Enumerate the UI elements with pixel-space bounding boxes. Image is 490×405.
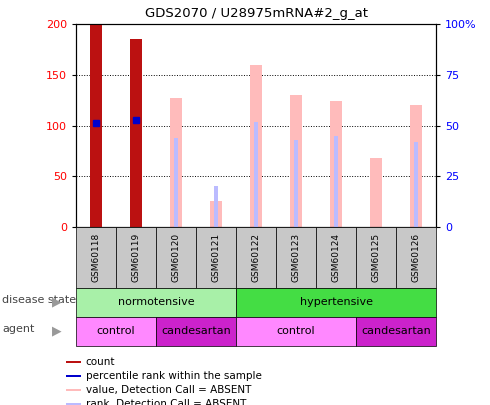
Text: GSM60121: GSM60121	[212, 232, 220, 282]
Bar	[411, 105, 422, 227]
Bar	[171, 98, 182, 227]
Text: count: count	[86, 357, 115, 367]
Text: GSM60126: GSM60126	[412, 232, 420, 282]
Bar	[356, 317, 436, 346]
Bar	[236, 317, 356, 346]
Bar	[66, 403, 81, 405]
Bar	[174, 138, 178, 227]
Bar	[76, 317, 156, 346]
Bar	[66, 361, 81, 363]
Text: rank, Detection Call = ABSENT: rank, Detection Call = ABSENT	[86, 399, 246, 405]
Bar	[316, 227, 356, 288]
Text: disease state: disease state	[2, 295, 76, 305]
Bar	[330, 101, 342, 227]
Text: GSM60125: GSM60125	[371, 232, 381, 282]
Bar	[156, 227, 196, 288]
Text: agent: agent	[2, 324, 35, 334]
Bar	[90, 24, 101, 227]
Text: GSM60118: GSM60118	[92, 232, 100, 282]
Text: GSM60119: GSM60119	[131, 232, 141, 282]
Bar	[236, 227, 276, 288]
Text: GSM60120: GSM60120	[172, 232, 180, 282]
Text: control: control	[277, 326, 316, 336]
Text: percentile rank within the sample: percentile rank within the sample	[86, 371, 262, 381]
Bar	[276, 227, 316, 288]
Text: ▶: ▶	[51, 325, 61, 338]
Bar	[370, 158, 382, 227]
Bar	[66, 375, 81, 377]
Bar	[291, 95, 302, 227]
Text: ▶: ▶	[51, 296, 61, 309]
Bar	[236, 288, 436, 317]
Text: value, Detection Call = ABSENT: value, Detection Call = ABSENT	[86, 385, 251, 395]
Bar	[214, 186, 218, 227]
Bar	[76, 288, 236, 317]
Bar	[414, 142, 418, 227]
Bar	[396, 227, 436, 288]
Bar	[254, 122, 258, 227]
Bar	[250, 65, 262, 227]
Title: GDS2070 / U28975mRNA#2_g_at: GDS2070 / U28975mRNA#2_g_at	[145, 7, 368, 20]
Bar	[156, 317, 236, 346]
Text: GSM60122: GSM60122	[251, 233, 261, 281]
Text: GSM60123: GSM60123	[292, 232, 300, 282]
Bar	[196, 227, 236, 288]
Text: normotensive: normotensive	[118, 297, 195, 307]
Bar	[66, 389, 81, 391]
Bar	[294, 140, 298, 227]
Bar	[116, 227, 156, 288]
Bar	[210, 202, 221, 227]
Text: GSM60124: GSM60124	[332, 233, 341, 281]
Text: hypertensive: hypertensive	[299, 297, 372, 307]
Bar	[130, 40, 142, 227]
Text: candesartan: candesartan	[161, 326, 231, 336]
Bar	[76, 227, 116, 288]
Bar	[334, 136, 338, 227]
Text: control: control	[97, 326, 135, 336]
Text: candesartan: candesartan	[361, 326, 431, 336]
Bar	[356, 227, 396, 288]
